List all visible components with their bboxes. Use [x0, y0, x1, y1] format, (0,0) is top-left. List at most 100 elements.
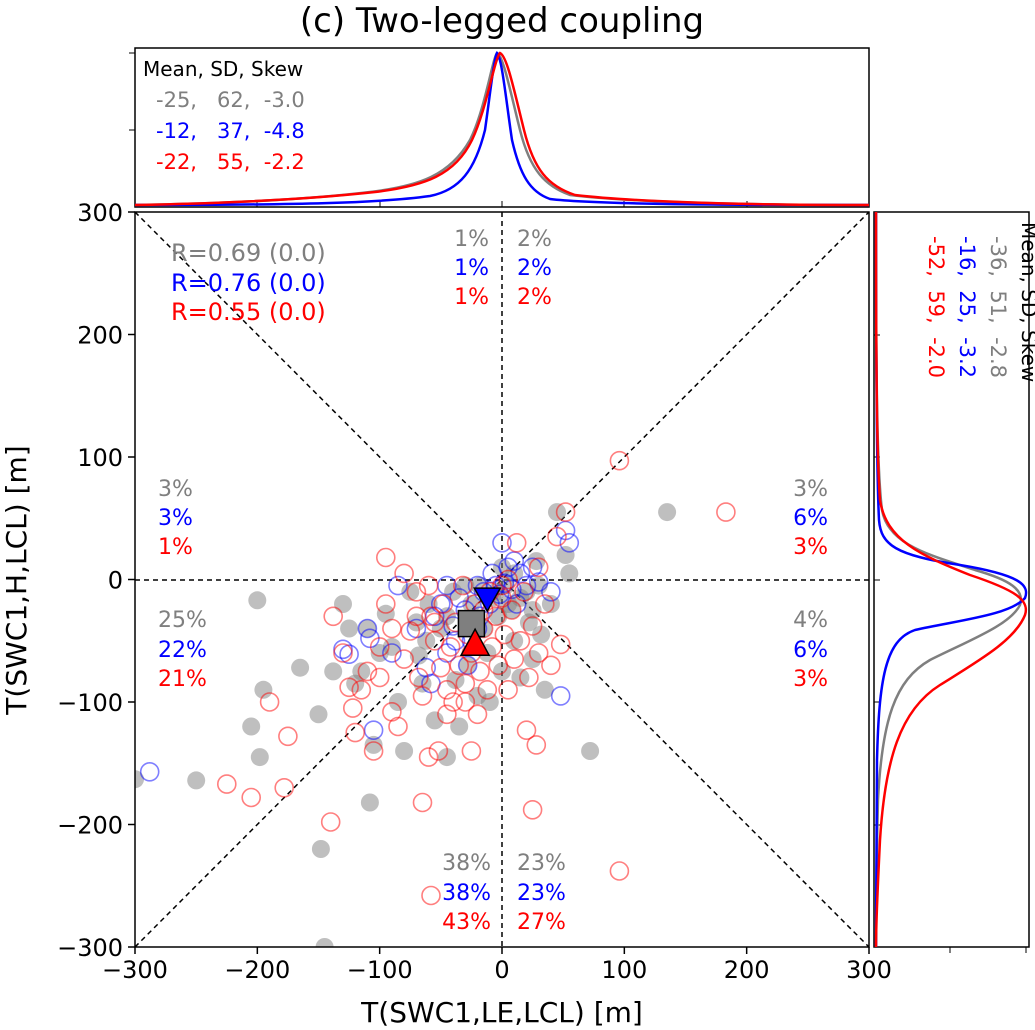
top-marginal-blue-curve — [134, 50, 870, 207]
scatter-point-s2-82 — [394, 563, 414, 584]
pct-bottom-right-blue: 23% — [517, 881, 566, 906]
scatter-point-s2-33 — [453, 575, 473, 596]
scatter-point-s2-22 — [418, 747, 439, 767]
pct-right-lower-gray: 4% — [793, 608, 828, 633]
scatter-point-s2-25 — [428, 741, 449, 761]
x-tick-label: −300 — [102, 956, 168, 984]
scatter-point-s0-7 — [309, 705, 328, 724]
top-marginal-panel: Mean, SD, Skew -25, 62, -3.0 -12, 37, -4… — [129, 47, 870, 208]
top-marginal-header: Mean, SD, Skew — [143, 57, 303, 81]
right-marginal-stat-blue: -16, 25, -3.2 — [955, 236, 979, 378]
right-marginal-header: Mean, SD, Skew — [1017, 222, 1035, 382]
scatter-point-s0-19 — [401, 582, 420, 601]
scatter-point-s2-4 — [278, 726, 298, 747]
main-plot: −300 −200 −100 0 100 200 300 −300 −200 −100 0 100 20… — [57, 199, 892, 984]
mean-markers — [457, 587, 502, 656]
scatter-point-s0-1 — [187, 771, 206, 790]
y-tick-label: −300 — [57, 934, 123, 962]
pct-top-left-gray: 1% — [454, 227, 489, 252]
pct-left-lower-blue: 22% — [158, 638, 207, 663]
scatter-point-s2-54 — [516, 720, 537, 741]
scatter-point-s2-14 — [375, 594, 396, 614]
pct-right-upper-gray: 3% — [793, 477, 828, 502]
pct-bottom-left-blue: 38% — [442, 881, 491, 906]
scatter-point-s2-71 — [461, 741, 482, 761]
chart-title: (c) Two-legged coupling — [300, 1, 704, 41]
y-tick-label: 0 — [108, 567, 123, 595]
scatter-point-s1-7 — [388, 575, 408, 596]
scatter-point-s2-28 — [437, 679, 457, 700]
scatter-point-s2-23 — [421, 606, 441, 627]
correlation-labels: R=0.69 (0.0) R=0.76 (0.0) R=0.55 (0.0) — [171, 239, 326, 326]
x-tick-label: 200 — [724, 956, 770, 984]
scatter-point-s0-52 — [658, 503, 677, 522]
scatter-point-s0-64 — [407, 613, 426, 632]
scatter-point-s2-30 — [443, 692, 463, 712]
scatter-point-s2-7 — [333, 643, 353, 663]
pct-bottom-left-gray: 38% — [442, 851, 491, 876]
scatter-point-s2-67 — [421, 885, 441, 906]
pct-left-upper-gray: 3% — [158, 477, 193, 502]
scatter-point-s2-49 — [501, 600, 522, 620]
scatter-point-s2-3 — [274, 777, 295, 798]
x-tick-label: 300 — [846, 956, 892, 984]
mean-marker-gray — [457, 609, 486, 638]
correlation-blue: R=0.76 (0.0) — [171, 269, 326, 297]
scatter-point-s2-60 — [541, 655, 561, 676]
right-marginal-stat-gray: -36, 51, -2.8 — [986, 236, 1010, 378]
pct-left-lower-red: 21% — [158, 667, 207, 692]
scatter-point-s2-17 — [394, 649, 414, 669]
scatter-point-s2-57 — [526, 735, 547, 755]
top-marginal-red-curve — [134, 51, 870, 207]
pct-right-upper-blue: 6% — [793, 506, 828, 531]
scatter-point-s1-35 — [550, 686, 571, 706]
scatter-point-s0-32 — [480, 693, 499, 711]
scatter-point-s0-5 — [254, 680, 273, 699]
scatter-point-s1-0 — [139, 761, 160, 782]
scatter-point-s0-18 — [395, 742, 414, 760]
pct-left-upper-blue: 3% — [158, 506, 193, 531]
scatter-point-s1-1 — [333, 639, 353, 660]
scatter-point-s2-8 — [339, 677, 359, 698]
scatter-point-s2-56 — [522, 616, 543, 636]
right-marginal-red-curve — [874, 211, 1028, 948]
scatter-point-s0-9 — [315, 938, 334, 947]
scatter-point-s0-50 — [560, 564, 579, 583]
pct-right-lower-red: 3% — [793, 667, 828, 692]
scatter-point-s0-10 — [324, 662, 343, 681]
scatter-point-s2-68 — [412, 792, 433, 813]
pct-right-upper-red: 3% — [793, 535, 828, 560]
top-marginal-stat-blue: -12, 37, -4.8 — [156, 119, 305, 143]
scatter-point-s2-41 — [477, 679, 498, 700]
y-tick-label: −100 — [57, 689, 123, 717]
x-tick-label: −200 — [224, 956, 290, 984]
pct-right-lower-blue: 6% — [793, 638, 828, 663]
scatter-point-s0-26 — [450, 717, 469, 736]
scatter-point-s1-2 — [339, 644, 359, 665]
scatter-point-s0-62 — [523, 601, 542, 620]
pct-bottom-right-gray: 23% — [517, 851, 566, 876]
scatter-point-s2-66 — [609, 861, 630, 881]
scatter-point-s2-5 — [320, 812, 341, 832]
scatter-point-s0-6 — [291, 658, 310, 677]
scatter-point-s0-63 — [532, 625, 551, 644]
scatter-point-s0-2 — [248, 591, 267, 610]
scatter-point-s0-15 — [364, 735, 383, 754]
mean-marker-red — [459, 627, 491, 656]
pct-bottom-right-red: 27% — [517, 910, 566, 935]
reference-lines — [134, 211, 870, 948]
right-marginal-panel: Mean, SD, Skew -36, 51, -2.8 -16, 25, -3… — [873, 211, 1035, 953]
scatter-point-s1-33 — [528, 572, 549, 592]
axes: −300 −200 −100 0 100 200 300 −300 −200 −100 0 100 20… — [57, 199, 892, 984]
scatter-point-s0-8 — [311, 840, 330, 858]
scatter-point-s2-1 — [241, 787, 261, 808]
pct-top-right-gray: 2% — [517, 227, 552, 252]
scatter-point-s2-61 — [547, 526, 567, 547]
scatter-point-s1-24 — [492, 532, 512, 553]
scatter-points — [135, 450, 736, 947]
scatter-point-s0-22 — [425, 711, 444, 730]
scatter-point-s2-27 — [433, 594, 454, 614]
scatter-point-s0-4 — [250, 748, 269, 767]
scatter-point-s1-6 — [382, 643, 402, 663]
scatter-point-s0-12 — [340, 619, 359, 638]
